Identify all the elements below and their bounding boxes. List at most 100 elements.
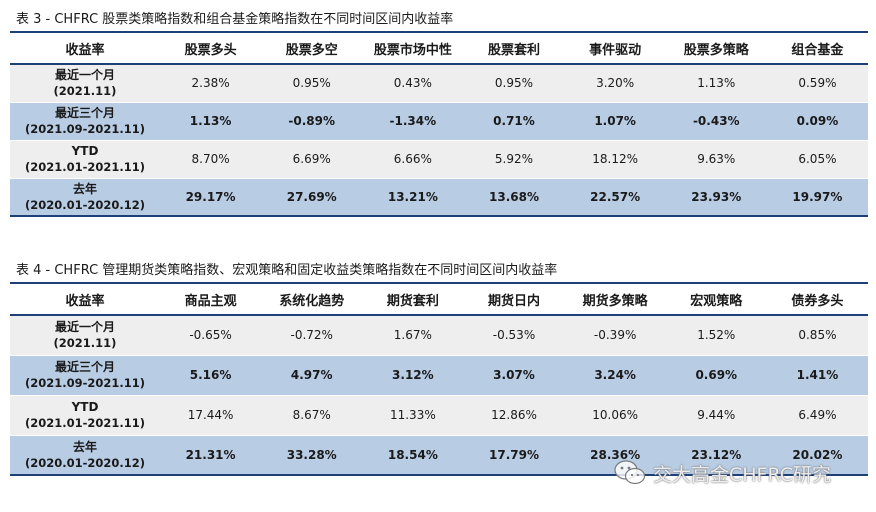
table-4-caption: 表 4 - CHFRC 管理期货类策略指数、宏观策略和固定收益类策略指数在不同时…	[10, 258, 868, 284]
column-header: 事件驱动	[564, 33, 666, 65]
table-cell: 0.71%	[463, 102, 565, 141]
table-cell: -0.65%	[160, 315, 262, 356]
table-cell: -0.53%	[463, 315, 565, 356]
column-header: 商品主观	[160, 284, 262, 316]
column-header: 组合基金	[766, 33, 868, 65]
table-cell: 6.66%	[362, 140, 464, 179]
row-label-period: (2021.09-2021.11)	[24, 376, 146, 390]
table-cell: 3.24%	[564, 355, 666, 396]
column-header: 宏观策略	[665, 284, 767, 316]
row-label-main: 最近三个月	[54, 360, 115, 374]
table-row: 最近一个月 (2021.11) 2.38% 0.95% 0.43% 0.95% 3…	[10, 64, 868, 103]
column-header: 股票多策略	[665, 33, 767, 65]
table-cell: 0.69%	[665, 355, 767, 396]
table-cell: 6.49%	[766, 395, 868, 436]
column-header: 股票套利	[463, 33, 565, 65]
row-label-period: (2021.11)	[53, 336, 117, 351]
column-header: 股票多空	[261, 33, 363, 65]
table-cell: 5.92%	[463, 140, 565, 179]
table-cell: 3.20%	[564, 64, 666, 103]
table-cell: 5.16%	[160, 355, 262, 396]
column-header: 系统化趋势	[261, 284, 363, 316]
table-row: YTD (2021.01-2021.11) 8.70% 6.69% 6.66% 5…	[10, 140, 868, 179]
table-row: 最近一个月 (2021.11) -0.65% -0.72% 1.67% -0.53…	[10, 315, 868, 356]
table-cell: 0.95%	[463, 64, 565, 103]
table-cell: 0.95%	[261, 64, 363, 103]
table-cell: -0.43%	[665, 102, 767, 141]
table-cell: 3.07%	[463, 355, 565, 396]
column-header: 股票多头	[160, 33, 262, 65]
wechat-icon	[613, 458, 647, 488]
table-cell: 3.12%	[362, 355, 464, 396]
table-cell: 17.79%	[463, 435, 565, 476]
watermark-text: 交大高金CHFRC研究	[653, 463, 832, 486]
table-cell: 18.54%	[362, 435, 464, 476]
table-cell: 11.33%	[362, 395, 464, 436]
table-cell: 13.68%	[463, 178, 565, 217]
table-cell: -0.89%	[261, 102, 363, 141]
table-cell: 23.12%	[665, 435, 767, 476]
table-cell: 8.67%	[261, 395, 363, 436]
table-cell: 0.85%	[766, 315, 868, 356]
column-header: 收益率	[10, 33, 160, 65]
table-header-row: 收益率 商品主观 系统化趋势 期货套利 期货日内 期货多策略 宏观策略 债券多头	[10, 284, 868, 316]
table-cell: 12.86%	[463, 395, 565, 436]
row-label-main: YTD	[71, 400, 99, 414]
row-label-period: (2021.09-2021.11)	[24, 122, 146, 136]
row-label-main: YTD	[71, 144, 99, 158]
table-cell: 0.43%	[362, 64, 464, 103]
column-header: 债券多头	[766, 284, 868, 316]
table-3: 收益率 股票多头 股票多空 股票市场中性 股票套利 事件驱动 股票多策略 组合基…	[10, 33, 868, 217]
table-row: 最近三个月 (2021.09-2021.11) 1.13% -0.89% -1.3…	[10, 102, 868, 141]
table-cell: 9.63%	[665, 140, 767, 179]
table-cell: 17.44%	[160, 395, 262, 436]
table-cell: 19.97%	[766, 178, 868, 217]
table-cell: -0.39%	[564, 315, 666, 356]
table-4: 收益率 商品主观 系统化趋势 期货套利 期货日内 期货多策略 宏观策略 债券多头…	[10, 284, 868, 476]
row-label: 最近三个月 (2021.09-2021.11)	[10, 355, 160, 396]
row-label: 最近一个月 (2021.11)	[10, 315, 160, 356]
column-header: 股票市场中性	[362, 33, 464, 65]
table-cell: 1.13%	[160, 102, 262, 141]
table-cell: 6.69%	[261, 140, 363, 179]
table-cell: 13.21%	[362, 178, 464, 217]
row-label-period: (2021.01-2021.11)	[24, 416, 146, 430]
table-header-row: 收益率 股票多头 股票多空 股票市场中性 股票套利 事件驱动 股票多策略 组合基…	[10, 33, 868, 65]
row-label: 最近三个月 (2021.09-2021.11)	[10, 102, 160, 141]
column-header: 期货日内	[463, 284, 565, 316]
table-cell: 33.28%	[261, 435, 363, 476]
table-cell: 27.69%	[261, 178, 363, 217]
table-row: 去年 (2020.01-2020.12) 29.17% 27.69% 13.21%…	[10, 178, 868, 217]
table-cell: 2.38%	[160, 64, 262, 103]
table-3-block: 表 3 - CHFRC 股票类策略指数和组合基金策略指数在不同时间区间内收益率 …	[10, 7, 868, 217]
row-label: 最近一个月 (2021.11)	[10, 64, 160, 103]
table-cell: 22.57%	[564, 178, 666, 217]
row-label-main: 最近一个月	[54, 68, 115, 83]
table-cell: 29.17%	[160, 178, 262, 217]
row-label: YTD (2021.01-2021.11)	[10, 395, 160, 436]
row-label-period: (2020.01-2020.12)	[24, 197, 146, 212]
table-cell: 4.97%	[261, 355, 363, 396]
watermark: 交大高金CHFRC研究	[613, 456, 831, 490]
row-label-main: 最近三个月	[54, 106, 115, 120]
column-header: 收益率	[10, 284, 160, 316]
table-cell: 0.09%	[766, 102, 868, 141]
table-cell: 20.02%	[766, 435, 868, 476]
table-cell: 9.44%	[665, 395, 767, 436]
table-cell: 0.59%	[766, 64, 868, 103]
row-label: 去年 (2020.01-2020.12)	[10, 178, 160, 217]
row-label-period: (2021.01-2021.11)	[24, 160, 146, 174]
table-cell: -0.72%	[261, 315, 363, 356]
table-cell: 1.13%	[665, 64, 767, 103]
column-header: 期货套利	[362, 284, 464, 316]
table-cell: 8.70%	[160, 140, 262, 179]
row-label-main: 去年	[72, 439, 97, 454]
row-label: 去年 (2020.01-2020.12)	[10, 435, 160, 476]
table-cell: 1.07%	[564, 102, 666, 141]
table-cell: 1.52%	[665, 315, 767, 356]
table-cell: 21.31%	[160, 435, 262, 476]
row-label-main: 最近一个月	[54, 320, 115, 335]
table-row: 最近三个月 (2021.09-2021.11) 5.16% 4.97% 3.12%…	[10, 355, 868, 396]
row-label: YTD (2021.01-2021.11)	[10, 140, 160, 179]
table-4-block: 表 4 - CHFRC 管理期货类策略指数、宏观策略和固定收益类策略指数在不同时…	[10, 258, 868, 476]
